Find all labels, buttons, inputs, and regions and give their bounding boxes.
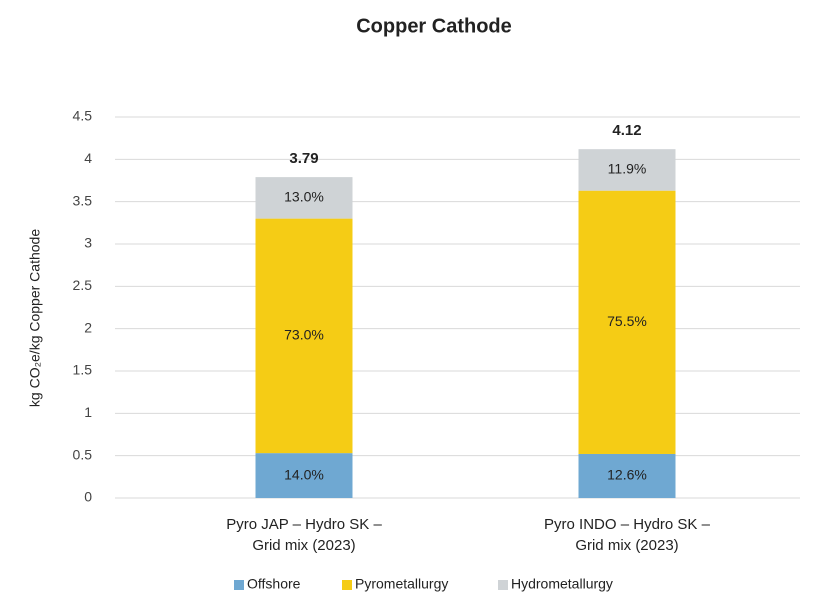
total-label: 4.12 (612, 122, 641, 139)
x-tick-label: Pyro INDO – Hydro SK – (544, 516, 711, 533)
bar-segment (578, 453, 676, 498)
data-label: 13.0% (284, 189, 324, 205)
bar-segment (255, 177, 353, 219)
data-label: 12.6% (607, 467, 647, 483)
data-label: 14.0% (284, 466, 324, 482)
y-tick-label: 1.5 (73, 362, 93, 378)
legend-swatch (342, 580, 352, 590)
data-label: 75.5% (607, 313, 647, 329)
legend-label: Pyrometallurgy (355, 576, 448, 592)
x-tick-label: Grid mix (2023) (252, 537, 355, 554)
x-tick-label: Pyro JAP – Hydro SK – (226, 516, 382, 533)
y-tick-label: 2.5 (73, 277, 93, 293)
bar-segment (578, 149, 676, 191)
legend-label: Hydrometallurgy (511, 576, 613, 592)
y-axis-label: kg CO₂e/kg Copper Cathode (27, 229, 43, 407)
data-label: 73.0% (284, 327, 324, 343)
y-tick-label: 3 (84, 235, 92, 251)
data-label: 11.9% (608, 161, 647, 177)
bar-segment (255, 453, 353, 498)
y-tick-label: 0.5 (73, 446, 93, 462)
y-tick-label: 2 (84, 319, 92, 335)
y-tick-label: 0 (84, 489, 92, 505)
legend-swatch (498, 580, 508, 590)
bar-segment (578, 190, 676, 454)
y-tick-label: 1 (84, 404, 92, 420)
total-label: 3.79 (289, 150, 318, 167)
chart-title: Copper Cathode (356, 15, 512, 37)
y-tick-label: 3.5 (73, 192, 93, 208)
bar-segment (255, 218, 353, 454)
legend-label: Offshore (247, 576, 301, 592)
y-tick-label: 4.5 (73, 108, 93, 124)
y-tick-label: 4 (84, 150, 92, 166)
x-tick-label: Grid mix (2023) (575, 537, 678, 554)
legend-swatch (234, 580, 244, 590)
